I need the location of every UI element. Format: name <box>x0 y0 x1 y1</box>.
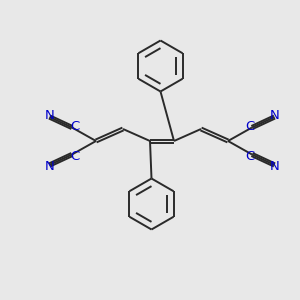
Text: N: N <box>270 160 279 173</box>
Text: C: C <box>245 119 254 133</box>
Text: C: C <box>245 149 254 163</box>
Text: N: N <box>45 109 54 122</box>
Text: C: C <box>70 149 79 163</box>
Text: N: N <box>45 160 54 173</box>
Text: N: N <box>270 109 279 122</box>
Text: C: C <box>70 119 79 133</box>
